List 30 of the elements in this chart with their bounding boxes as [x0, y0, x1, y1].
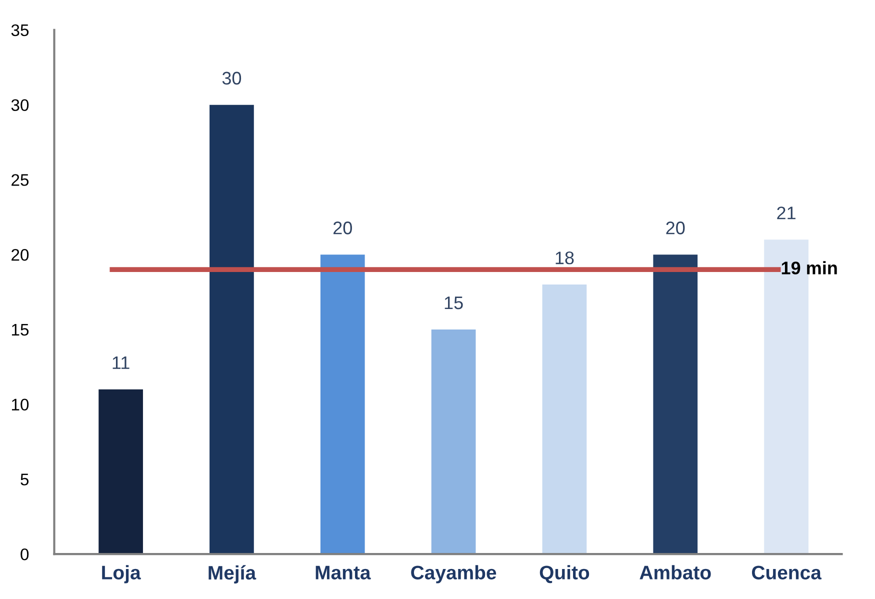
- data-label: 15: [444, 296, 463, 310]
- data-label: 21: [777, 206, 796, 220]
- x-tick-label: Cuenca: [752, 566, 822, 580]
- bar: [210, 104, 254, 554]
- data-label: 30: [222, 72, 242, 85]
- x-tick-label: Quito: [540, 565, 590, 584]
- y-tick-label: 10: [12, 398, 29, 411]
- y-tick-label: 35: [11, 24, 29, 36]
- data-label: 11: [112, 356, 130, 369]
- y-tick-label: 30: [11, 99, 29, 112]
- x-tick-label: Ambato: [640, 565, 711, 580]
- bar: [320, 254, 365, 554]
- x-tick-label: Loja: [102, 565, 141, 584]
- bar: [764, 240, 808, 554]
- data-label: 20: [334, 222, 352, 234]
- bar: [542, 284, 587, 554]
- y-tick-label: 25: [12, 174, 29, 186]
- bar: [98, 389, 143, 554]
- data-label: 18: [556, 252, 574, 264]
- data-label: 20: [666, 222, 685, 234]
- y-tick-label: 20: [12, 248, 29, 261]
- bar: [431, 329, 476, 554]
- y-tick-label: 5: [20, 474, 29, 486]
- y-tick-label: 0: [20, 548, 29, 560]
- ref-line-label: 19 min: [782, 261, 837, 274]
- x-tick-label: Mejía: [208, 565, 256, 584]
- x-tick-label: Manta: [316, 566, 371, 580]
- bar: [653, 254, 698, 554]
- x-tick-label: Cayambe: [411, 565, 496, 584]
- y-tick-label: 15: [12, 324, 29, 336]
